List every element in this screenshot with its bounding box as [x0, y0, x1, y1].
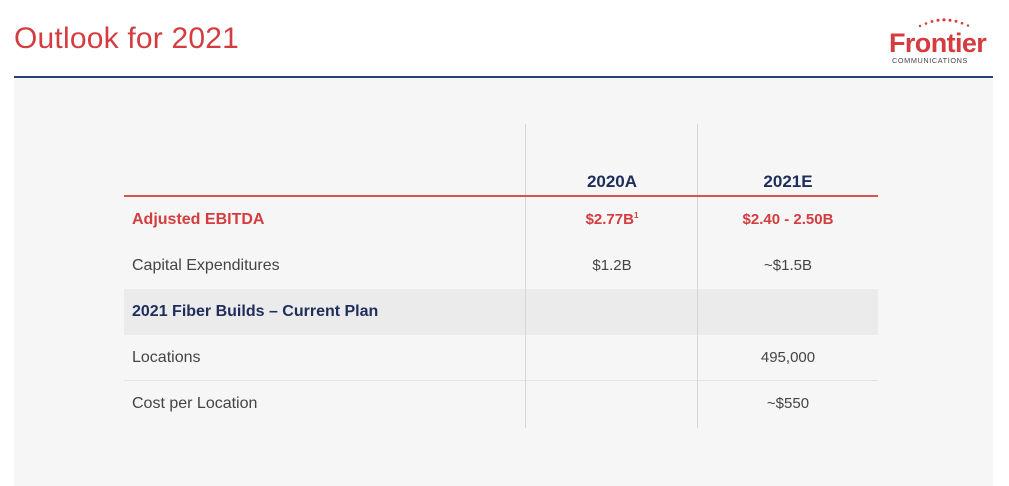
- logo-subtitle: COMMUNICATIONS: [892, 56, 968, 65]
- cell-2021e: ~$1.5B: [764, 257, 812, 274]
- logo-wordmark: Frontier: [889, 28, 987, 58]
- column-header-2020a: 2020A: [586, 172, 638, 191]
- column-divider: [697, 124, 698, 428]
- row-divider: [124, 380, 878, 381]
- section-label-fiber-builds: 2021 Fiber Builds – Current Plan: [132, 303, 379, 320]
- logo-dots-icon: [918, 18, 970, 28]
- content-panel: [14, 78, 993, 486]
- cell-2021e: 495,000: [760, 349, 816, 366]
- column-divider: [525, 124, 526, 428]
- frontier-logo: Frontier COMMUNICATIONS: [888, 16, 996, 66]
- row-label-cost-per-location: Cost per Location: [132, 395, 258, 412]
- column-header-2021e: 2021E: [763, 172, 813, 191]
- cell-2021e: ~$550: [766, 395, 810, 412]
- cell-2020a: $2.77B1: [526, 197, 698, 243]
- table-row: Cost per Location ~$550: [124, 381, 878, 427]
- header-divider: [14, 76, 993, 78]
- table-row: Capital Expenditures $1.2B ~$1.5B: [124, 243, 878, 289]
- cell-value: $2.77B: [585, 211, 634, 228]
- table-header-rule: [124, 195, 878, 197]
- table-row: Locations 495,000: [124, 335, 878, 381]
- table-row: Adjusted EBITDA $2.77B1 $2.40 - 2.50B: [124, 197, 878, 243]
- row-label-adjusted-ebitda: Adjusted EBITDA: [132, 211, 265, 228]
- table-section-row: 2021 Fiber Builds – Current Plan: [124, 289, 878, 335]
- row-label-locations: Locations: [132, 349, 201, 366]
- table-row-section-bg: [124, 289, 878, 335]
- footnote-marker: 1: [633, 211, 639, 220]
- slide-title: Outlook for 2021: [14, 22, 240, 55]
- cell-2021e: $2.40 - 2.50B: [742, 211, 834, 228]
- cell-2020a: $1.2B: [592, 257, 632, 274]
- row-label-capital-expenditures: Capital Expenditures: [132, 257, 280, 274]
